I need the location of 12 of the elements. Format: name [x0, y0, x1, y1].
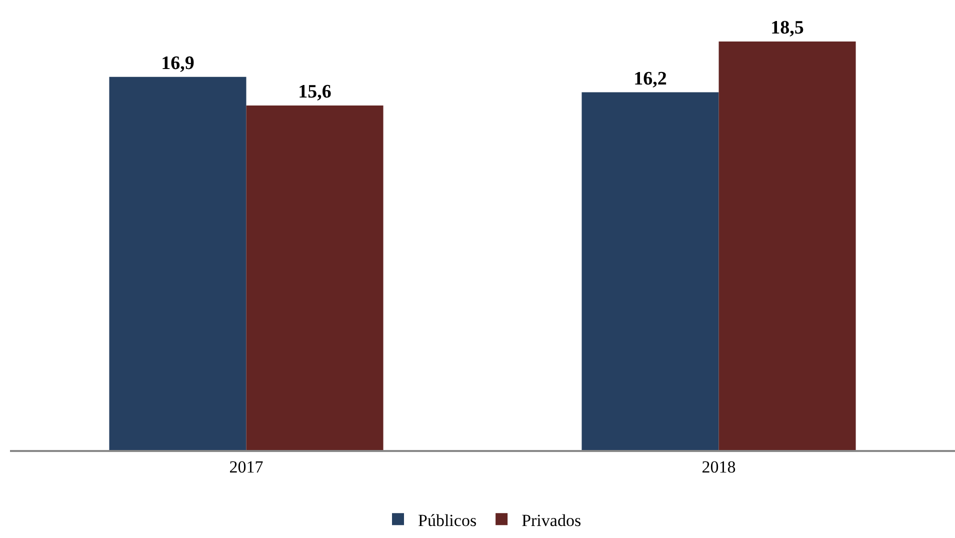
bar	[246, 106, 384, 450]
legend-label: Públicos	[418, 510, 477, 530]
data-label: 16,9	[161, 52, 194, 74]
bar	[718, 42, 856, 450]
legend-label: Privados	[522, 510, 582, 530]
x-tick-label: 2018	[702, 457, 736, 476]
data-label: 15,6	[298, 82, 332, 103]
data-label: 18,5	[770, 18, 804, 38]
bar	[109, 76, 246, 450]
x-tick-label: 2017	[229, 457, 264, 476]
bar	[582, 92, 719, 450]
data-label: 16,2	[634, 68, 667, 90]
